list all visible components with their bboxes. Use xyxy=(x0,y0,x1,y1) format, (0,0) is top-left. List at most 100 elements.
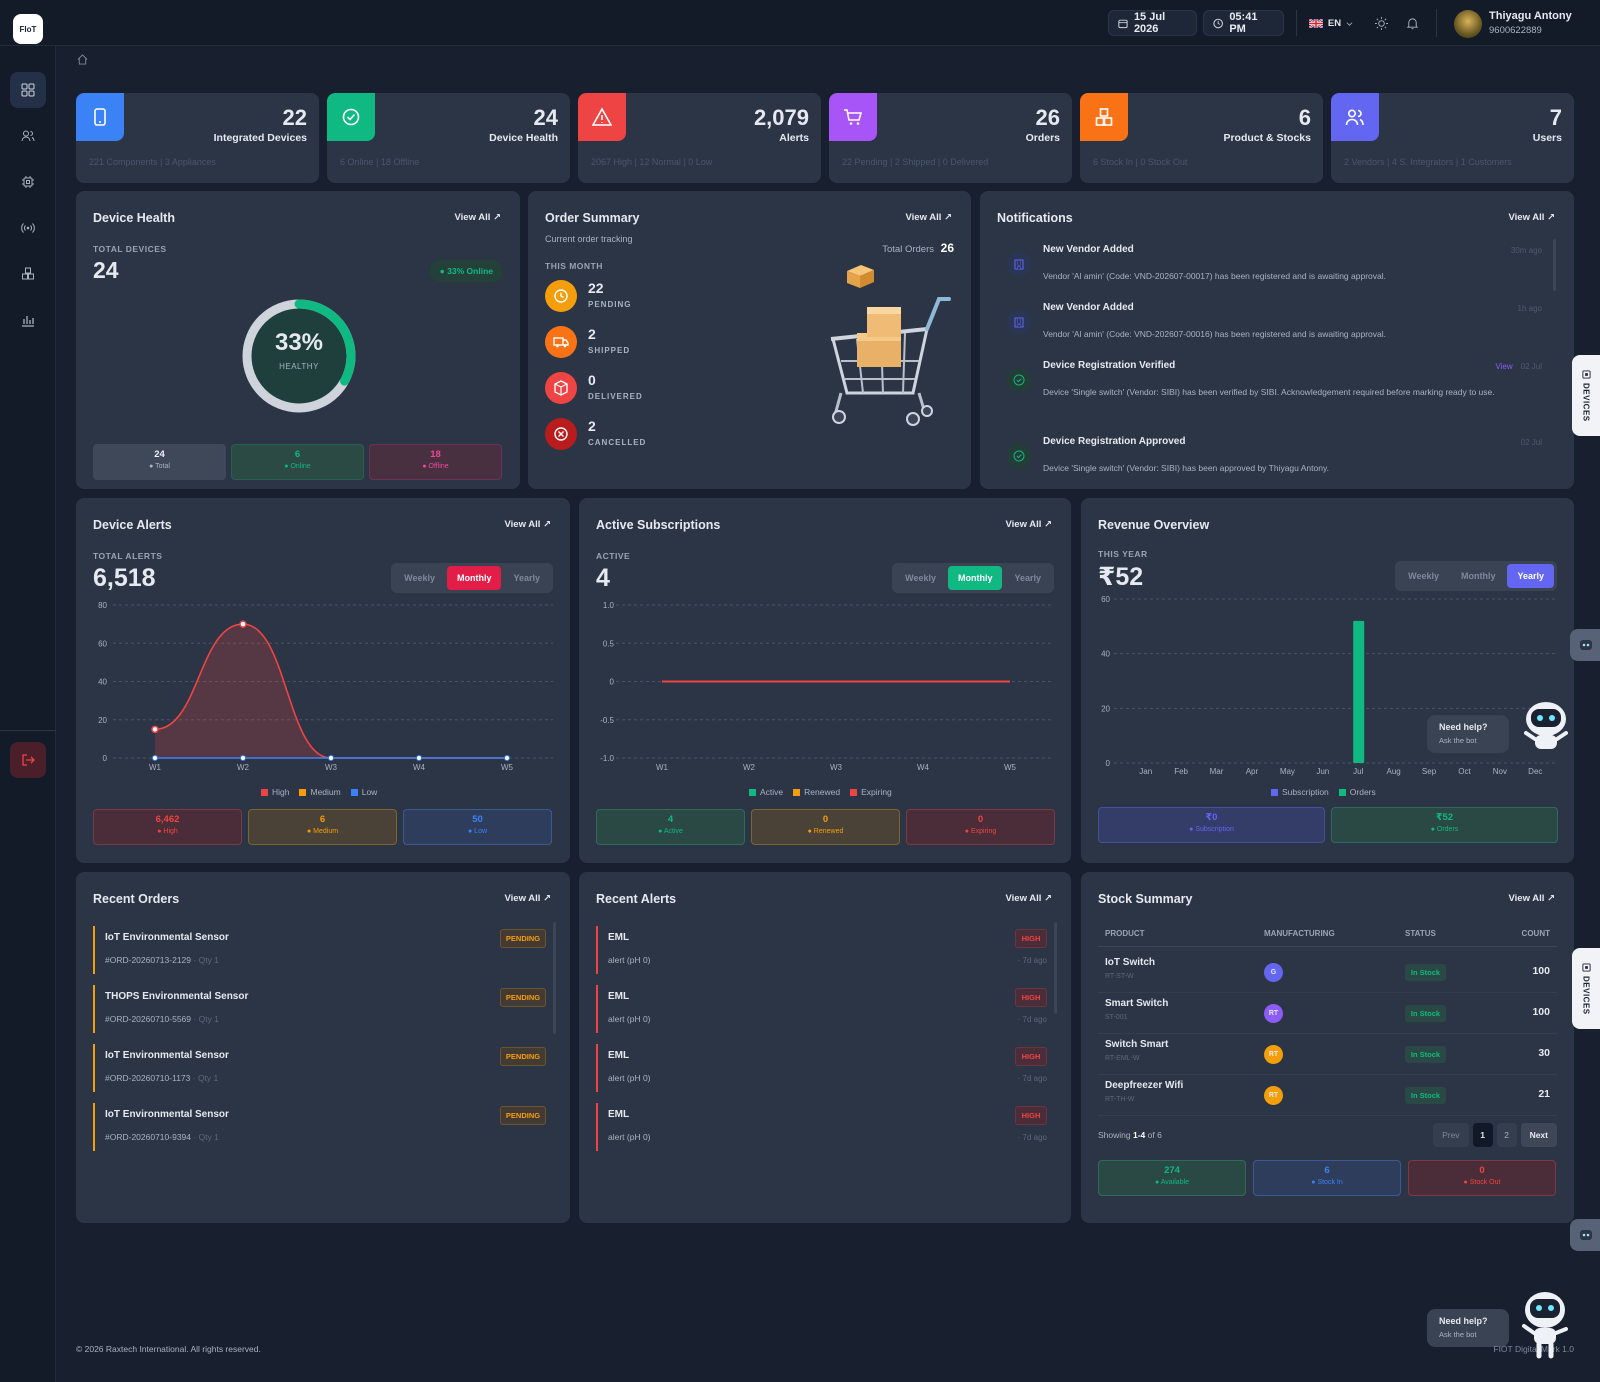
breadcrumb[interactable] xyxy=(77,54,88,68)
order-row[interactable]: THOPS Environmental Sensor #ORD-20260710-… xyxy=(93,985,546,1033)
boxes-icon xyxy=(22,267,34,280)
stock-row[interactable]: IoT Switch RT-ST-W G In Stock 100 xyxy=(1098,952,1557,993)
data-point[interactable] xyxy=(240,755,246,761)
view-all-link[interactable]: View All ↗ xyxy=(504,893,551,904)
stat-card[interactable]: 22 Integrated Devices 221 Components | 3 A… xyxy=(76,93,319,183)
order-row[interactable]: IoT Environmental Sensor #ORD-20260710-93… xyxy=(93,1103,546,1151)
view-all-link[interactable]: View All ↗ xyxy=(1508,212,1555,223)
x-tick-label: Jul xyxy=(1353,767,1363,776)
order-meta: #ORD-20260710-9394 · Qty 1 xyxy=(105,1132,219,1142)
stat-card[interactable]: 6 Product & Stocks 6 Stock In | 0 Stock Ou… xyxy=(1080,93,1323,183)
stock-row[interactable]: Switch Smart RT-EML-W RT In Stock 30 xyxy=(1098,1034,1557,1075)
notification-item[interactable]: Device Registration Approved Device 'Sing… xyxy=(997,436,1557,489)
sidebar-item-products[interactable] xyxy=(10,256,46,292)
tab-yearly[interactable]: Yearly xyxy=(1507,564,1554,588)
period-tabs: Weekly Monthly Yearly xyxy=(892,563,1054,593)
scrollbar[interactable] xyxy=(1553,239,1556,291)
alert-row[interactable]: EML alert (pH 0) HIGH · 7d ago xyxy=(596,1044,1047,1092)
order-row[interactable]: IoT Environmental Sensor #ORD-20260713-21… xyxy=(93,926,546,974)
box-label: ● Expiring xyxy=(964,828,997,835)
alert-row[interactable]: EML alert (pH 0) HIGH · 7d ago xyxy=(596,985,1047,1033)
robot-mascot-icon[interactable] xyxy=(1518,697,1574,755)
stock-row[interactable]: Smart Switch ST-001 RT In Stock 100 xyxy=(1098,993,1557,1034)
time-display[interactable]: 05:41 PM xyxy=(1203,10,1284,36)
date-display[interactable]: 15 Jul 2026 xyxy=(1108,10,1197,36)
tab-monthly[interactable]: Monthly xyxy=(947,566,1003,590)
legend-item: High xyxy=(261,787,289,797)
notification-item[interactable]: Device Registration Verified Device 'Sing… xyxy=(997,360,1557,420)
tab-monthly[interactable]: Monthly xyxy=(1460,571,1496,581)
devices-side-tab[interactable]: DEVICES xyxy=(1572,355,1600,436)
x-tick-label: Sep xyxy=(1422,767,1437,776)
total-devices-label: TOTAL DEVICES xyxy=(93,244,167,254)
cancel-icon xyxy=(545,418,577,450)
stat-value: 7 xyxy=(1549,105,1562,130)
order-status-label: SHIPPED xyxy=(588,346,631,355)
tab-weekly[interactable]: Weekly xyxy=(1408,571,1439,581)
data-point[interactable] xyxy=(152,755,158,761)
devices-side-tab[interactable]: DEVICES xyxy=(1572,948,1600,1029)
tab-yearly[interactable]: Yearly xyxy=(1014,573,1041,583)
x-tick-label: W2 xyxy=(237,763,250,772)
page-1-button[interactable]: 1 xyxy=(1472,1123,1493,1147)
view-all-link[interactable]: View All ↗ xyxy=(905,212,952,223)
prev-page-button[interactable]: Prev xyxy=(1433,1123,1469,1147)
scrollbar[interactable] xyxy=(1054,922,1057,1014)
sidebar-item-dashboard[interactable] xyxy=(10,72,46,108)
help-bubble[interactable]: Need help? Ask the bot xyxy=(1427,1309,1509,1347)
view-all-link[interactable]: View All ↗ xyxy=(1508,893,1555,904)
tab-weekly[interactable]: Weekly xyxy=(905,573,936,583)
language-code: EN xyxy=(1327,17,1342,29)
robot-mascot-icon[interactable] xyxy=(1515,1288,1575,1360)
bar-orders[interactable] xyxy=(1353,620,1365,763)
stock-row[interactable]: Deepfreezer Wifi RT-TH-W RT In Stock 21 xyxy=(1098,1075,1557,1116)
chat-bot-tab[interactable] xyxy=(1570,629,1600,661)
logout-button[interactable] xyxy=(10,742,46,778)
user-name[interactable]: Thiyagu Antony xyxy=(1489,10,1572,22)
sidebar-item-devices[interactable] xyxy=(10,164,46,200)
sidebar-item-users[interactable] xyxy=(10,118,46,154)
data-point[interactable] xyxy=(416,755,422,761)
alert-row[interactable]: EML alert (pH 0) HIGH · 7d ago xyxy=(596,1103,1047,1151)
notification-description: Vendor 'Al amin' (Code: VND-202607-00017… xyxy=(1043,271,1386,281)
next-page-button[interactable]: Next xyxy=(1520,1123,1557,1147)
summary-box: 50 ● Low xyxy=(403,809,552,845)
view-all-link[interactable]: View All ↗ xyxy=(504,519,551,530)
alert-row[interactable]: EML alert (pH 0) HIGH · 7d ago xyxy=(596,926,1047,974)
help-subtitle: Ask the bot xyxy=(1439,1330,1477,1339)
help-bubble[interactable]: Need help? Ask the bot xyxy=(1427,715,1509,753)
avatar[interactable] xyxy=(1454,10,1482,38)
data-point[interactable] xyxy=(328,755,334,761)
view-all-link[interactable]: View All ↗ xyxy=(454,212,501,223)
stat-card[interactable]: 2,079 Alerts 2067 High | 12 Normal | 0 Low xyxy=(578,93,821,183)
page-2-button[interactable]: 2 xyxy=(1496,1123,1517,1147)
alert-description: alert (pH 0) xyxy=(608,1073,651,1083)
stat-card[interactable]: 24 Device Health 6 Online | 18 Offline xyxy=(327,93,570,183)
box-value: 24 xyxy=(154,449,165,460)
data-point[interactable] xyxy=(151,725,159,734)
order-row[interactable]: IoT Environmental Sensor #ORD-20260710-11… xyxy=(93,1044,546,1092)
sidebar-item-reports[interactable] xyxy=(10,302,46,338)
bell-icon[interactable] xyxy=(1403,14,1421,32)
view-all-link[interactable]: View All ↗ xyxy=(1005,519,1052,530)
revenue-card: Revenue Overview THIS YEAR ₹52 Weekly Mon… xyxy=(1081,498,1574,863)
help-title: Need help? xyxy=(1439,722,1488,732)
data-point[interactable] xyxy=(504,755,510,761)
sidebar-item-signals[interactable] xyxy=(10,210,46,246)
stat-card[interactable]: 26 Orders 22 Pending | 2 Shipped | 0 Deliv… xyxy=(829,93,1072,183)
notification-view-link[interactable]: View xyxy=(1495,362,1513,371)
alert-time: · 7d ago xyxy=(1017,1015,1047,1024)
notification-item[interactable]: New Vendor Added Vendor 'Al amin' (Code: … xyxy=(997,244,1557,304)
data-point[interactable] xyxy=(239,620,247,628)
view-all-link[interactable]: View All ↗ xyxy=(1005,893,1052,904)
theme-toggle-icon[interactable] xyxy=(1372,14,1390,32)
tab-weekly[interactable]: Weekly xyxy=(404,573,435,583)
tab-yearly[interactable]: Yearly xyxy=(513,573,540,583)
tab-monthly[interactable]: Monthly xyxy=(446,566,502,590)
chat-bot-tab[interactable] xyxy=(1570,1219,1600,1251)
stat-card[interactable]: 7 Users 2 Vendors | 4 S. Integrators | 1 C… xyxy=(1331,93,1574,183)
app-logo[interactable]: FIoT xyxy=(13,14,43,44)
scrollbar[interactable] xyxy=(553,922,556,1034)
notification-item[interactable]: New Vendor Added Vendor 'Al amin' (Code: … xyxy=(997,302,1557,362)
language-selector[interactable]: EN xyxy=(1306,14,1356,32)
